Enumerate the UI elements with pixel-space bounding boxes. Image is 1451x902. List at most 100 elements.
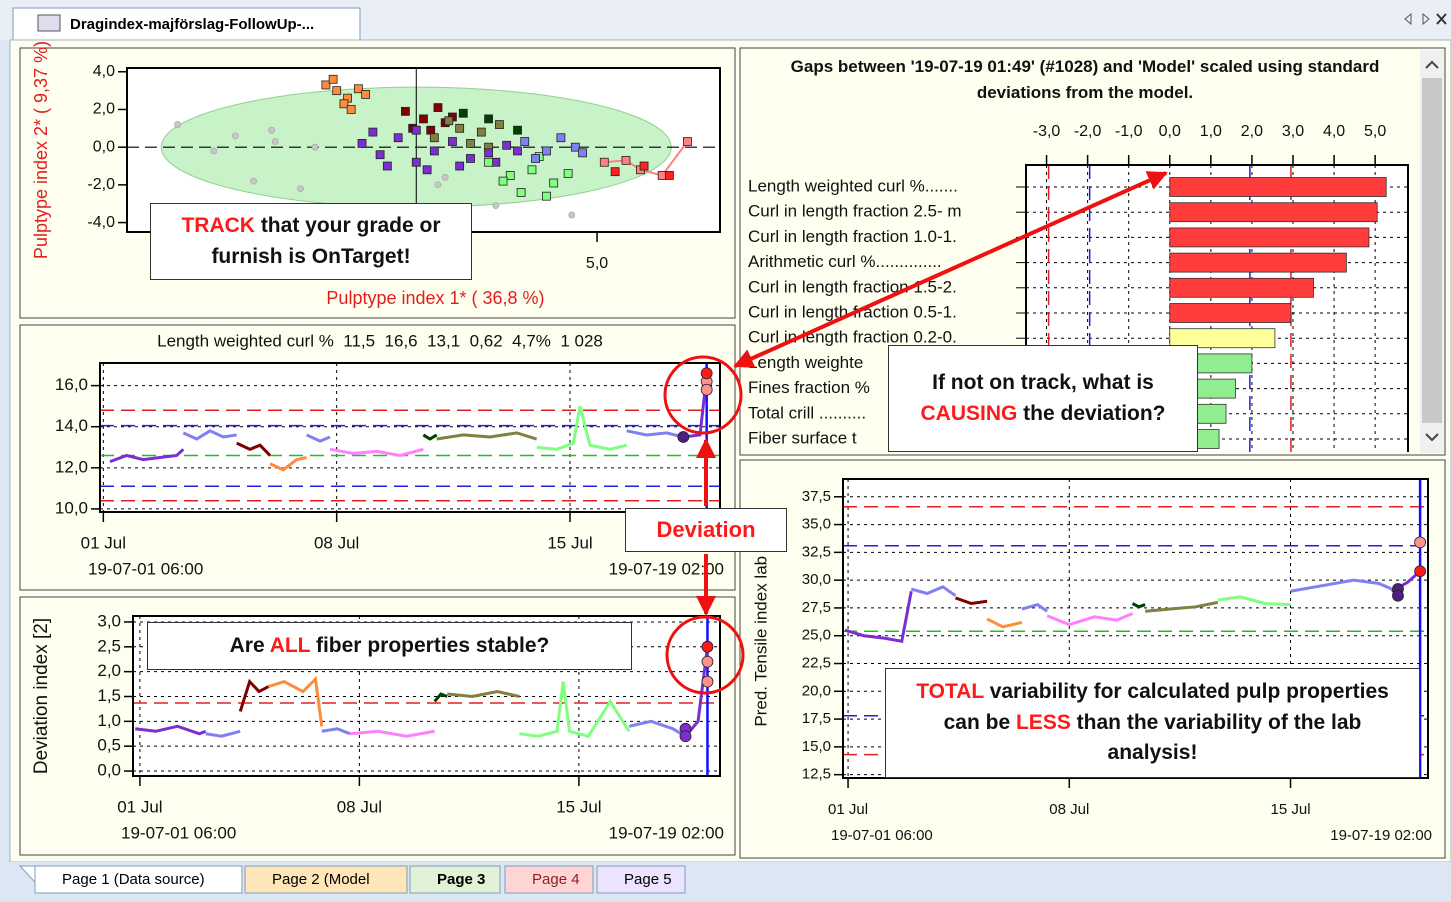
point: [382, 161, 392, 171]
point: [232, 132, 239, 140]
point: [297, 185, 304, 193]
callout-text: fiber properties stable?: [310, 633, 550, 657]
tab[interactable]: [409, 865, 501, 894]
point: [701, 655, 714, 668]
callout: If not on track, what is CAUSING the dev…: [888, 345, 1198, 452]
point: [491, 157, 501, 167]
point: [549, 178, 559, 188]
tab-label[interactable]: Page 1 (Data source): [62, 871, 205, 888]
point: [1414, 565, 1426, 578]
x-axis-label: Pulptype index 1* ( 36,8 %): [326, 288, 544, 308]
tab[interactable]: [244, 865, 408, 894]
tab-label[interactable]: Page 2 (Model: [272, 871, 370, 888]
point: [332, 86, 342, 96]
y-tick-label: -4,0: [87, 214, 115, 231]
point: [502, 140, 512, 150]
point: [531, 154, 540, 163]
start-label: 19-07-01 06:00: [88, 559, 203, 578]
callout-text: than the variability of the lab analysis…: [1070, 710, 1362, 765]
tab[interactable]: [34, 865, 243, 894]
series-line: [321, 727, 351, 736]
series-line: [238, 678, 270, 712]
callout-text: Are: [229, 633, 270, 657]
point: [664, 171, 674, 180]
series-line: [447, 689, 520, 699]
point: [354, 84, 363, 94]
y-tick-label: -2,0: [87, 176, 115, 193]
callout-text: CAUSING: [920, 401, 1018, 425]
series-line: [955, 596, 988, 606]
series-line: [205, 729, 241, 738]
y-tick-label: 3,0: [97, 611, 121, 630]
point: [268, 126, 276, 134]
window-title: Dragindex-majförslag-FollowUp-...: [70, 16, 314, 33]
point: [701, 640, 714, 653]
y-tick-label: 14,0: [55, 416, 88, 435]
highlights: [663, 171, 1168, 695]
point: [434, 181, 442, 189]
point: [679, 730, 692, 743]
point: [513, 146, 522, 156]
plot-area: [100, 363, 720, 512]
series-line: [519, 681, 631, 738]
scroll-thumb[interactable]: [1422, 78, 1442, 423]
point: [505, 171, 515, 180]
point: [578, 148, 587, 158]
y-tick-label: 16,0: [55, 375, 88, 394]
series-line: [1021, 602, 1049, 613]
x-tick-label: -1,0: [1115, 123, 1143, 140]
page-tabs: Page 1 (Data source) Page 2 (Model Page …: [18, 865, 686, 894]
series-line: [844, 590, 913, 644]
point: [448, 137, 457, 146]
tab-label[interactable]: Page 5: [624, 871, 672, 888]
x-tick-label: 4,0: [1323, 123, 1345, 140]
point: [495, 120, 504, 129]
series-line: [628, 719, 687, 738]
point: [466, 154, 475, 163]
y-tick-label: 17,5: [802, 710, 831, 727]
tab-label[interactable]: Page 3: [437, 871, 485, 888]
point: [700, 383, 713, 396]
point: [542, 146, 551, 156]
tab[interactable]: [504, 865, 594, 894]
point: [476, 127, 486, 137]
x-tick-label: 2,0: [1241, 123, 1263, 140]
plot-frame: [842, 478, 1429, 779]
series-line: [1145, 600, 1219, 613]
callout-text: If not on track, what is: [932, 371, 1154, 395]
y-tick-label: 1,5: [97, 686, 121, 705]
close-button[interactable]: [1436, 13, 1447, 25]
nav-arrows[interactable]: [1404, 12, 1430, 26]
tab-label[interactable]: Page 4: [532, 871, 580, 888]
series-line: [433, 692, 448, 703]
point: [520, 137, 530, 146]
y-tick-label: 22,5: [802, 654, 831, 671]
callout-text: TRACK: [181, 214, 255, 238]
scroll-arrows[interactable]: [1425, 60, 1439, 442]
series-line: [1046, 612, 1134, 627]
point: [570, 142, 580, 152]
y-tick-label: 10,0: [55, 498, 88, 517]
point: [484, 114, 493, 124]
category-label: Length weighted curl %.......: [748, 176, 958, 195]
y-tick-label: 32,5: [802, 543, 831, 560]
x-tick-label: 08 Jul: [314, 533, 359, 552]
end-label: 19-07-19 02:00: [609, 559, 724, 578]
point: [401, 106, 410, 116]
point: [484, 148, 493, 158]
bar: [1169, 177, 1387, 197]
x-tick-label: 5,0: [1364, 123, 1386, 140]
point: [1392, 589, 1404, 602]
callout-text: ALL: [269, 633, 311, 657]
point: [411, 157, 421, 167]
point: [498, 176, 508, 186]
tab[interactable]: [596, 865, 686, 894]
plot-content: [133, 616, 720, 776]
y-axis-label: Pred. Tensile index lab kN: [751, 530, 770, 726]
point: [455, 123, 465, 133]
point: [411, 125, 421, 135]
y-tick-label: 30,0: [802, 571, 831, 588]
document-tab[interactable]: [12, 7, 361, 43]
